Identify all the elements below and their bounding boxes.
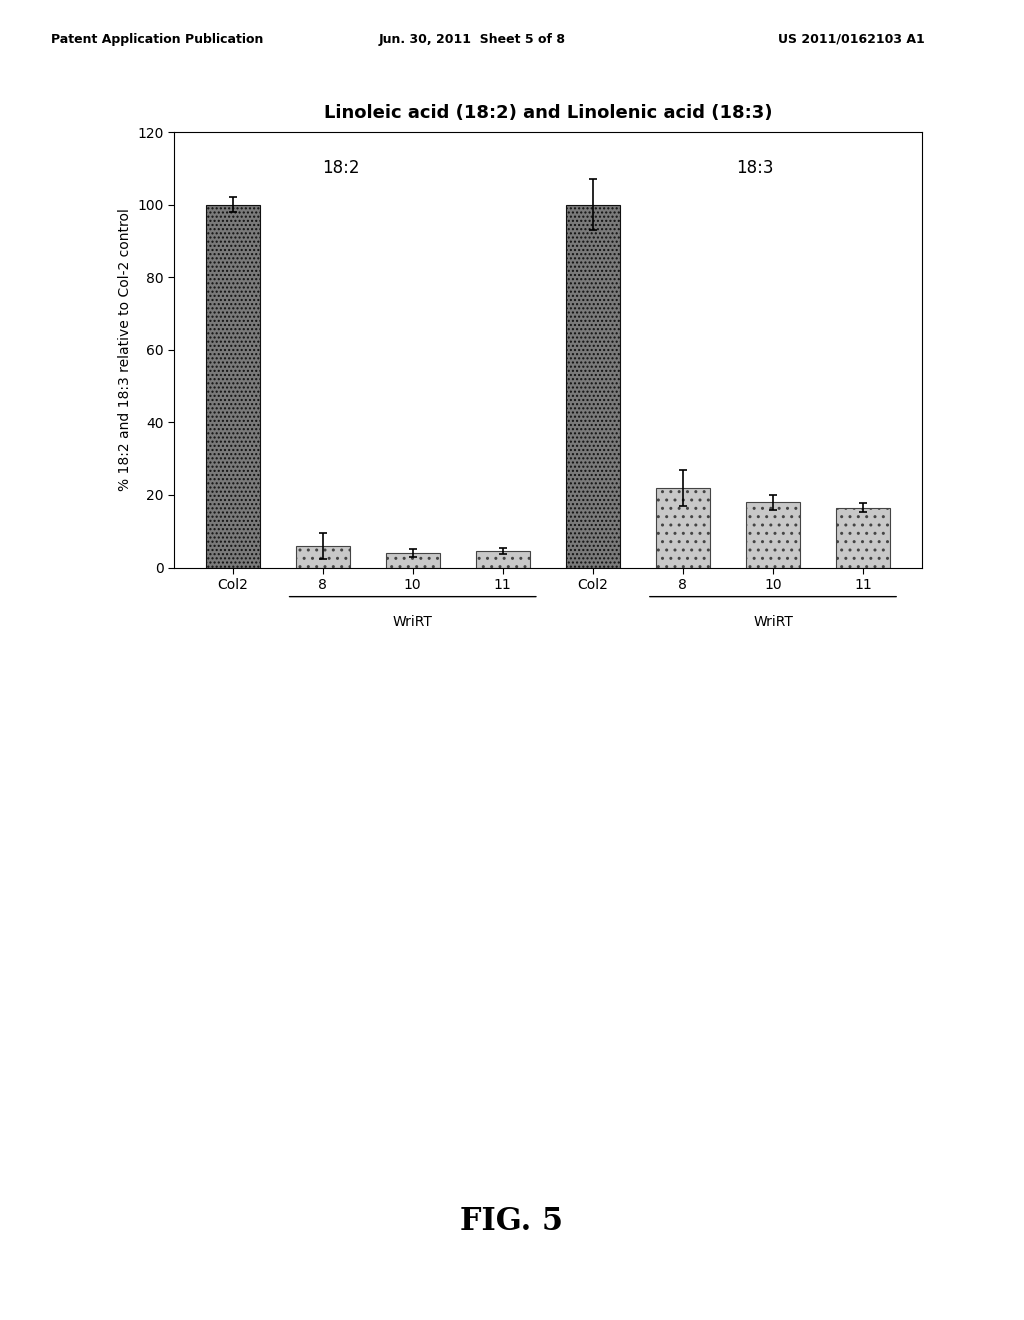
Bar — [836, 508, 890, 568]
Text: WriRT: WriRT — [753, 615, 793, 628]
Text: WriRT: WriRT — [393, 615, 433, 628]
Text: Patent Application Publication: Patent Application Publication — [51, 33, 263, 46]
Title: Linoleic acid (18:2) and Linolenic acid (18:3): Linoleic acid (18:2) and Linolenic acid … — [324, 104, 772, 123]
Text: 18:3: 18:3 — [736, 160, 774, 177]
Y-axis label: % 18:2 and 18:3 relative to Col-2 control: % 18:2 and 18:3 relative to Col-2 contro… — [118, 209, 132, 491]
Bar — [745, 503, 800, 568]
Bar — [566, 205, 620, 568]
Text: Jun. 30, 2011  Sheet 5 of 8: Jun. 30, 2011 Sheet 5 of 8 — [379, 33, 566, 46]
Bar — [206, 205, 260, 568]
Bar — [656, 488, 710, 568]
Text: FIG. 5: FIG. 5 — [461, 1205, 563, 1237]
Text: 18:2: 18:2 — [322, 160, 359, 177]
Text: US 2011/0162103 A1: US 2011/0162103 A1 — [778, 33, 925, 46]
Bar — [296, 546, 350, 568]
Bar — [386, 553, 439, 568]
Bar — [476, 552, 529, 568]
